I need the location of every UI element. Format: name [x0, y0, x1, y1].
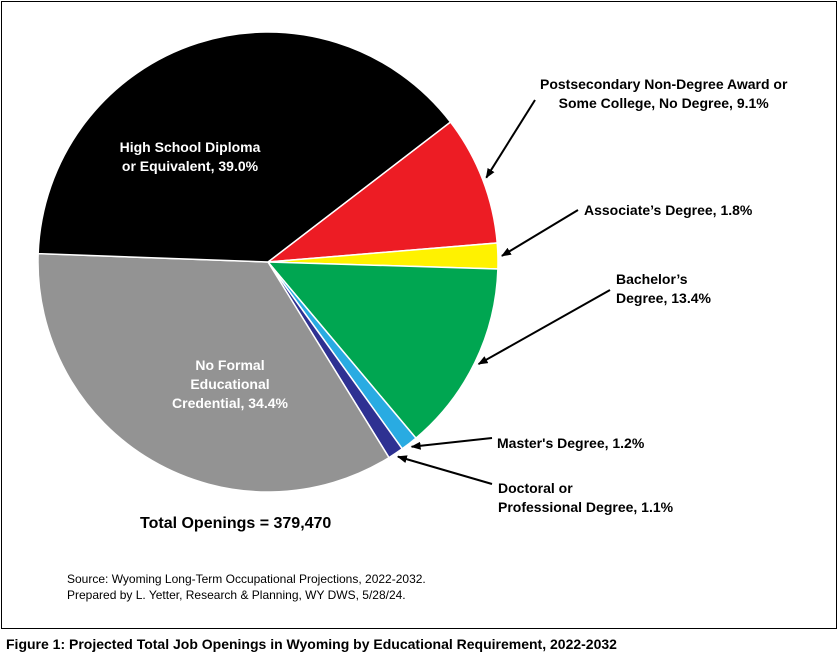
callout-arrow-masters	[410, 437, 493, 450]
label-associates: Associate’s Degree, 1.8%	[584, 202, 753, 218]
figure-frame	[1, 1, 837, 629]
callout-arrow-doctoral	[396, 455, 493, 485]
total-openings: Total Openings = 379,470	[140, 515, 332, 532]
callout-arrow-associates	[501, 209, 579, 257]
label-bachelors: Bachelor’s Degree, 13.4%	[616, 271, 711, 306]
figure-caption: Figure 1: Projected Total Job Openings i…	[6, 636, 617, 652]
label-postsecondary: Postsecondary Non-Degree Award or Some C…	[540, 76, 788, 111]
source-line-2: Prepared by L. Yetter, Research & Planni…	[67, 588, 406, 602]
label-doctoral: Doctoral or Professional Degree, 1.1%	[498, 480, 674, 515]
callout-arrow-bachelors	[477, 289, 611, 365]
pie-chart	[37, 31, 611, 493]
source-line-1: Source: Wyoming Long-Term Occupational P…	[67, 572, 426, 586]
pie-slice-bachelors	[266, 261, 499, 440]
label-masters: Master's Degree, 1.2%	[497, 435, 645, 451]
label-no-formal: No Formal Educational Credential, 34.4%	[172, 357, 288, 411]
callout-arrow-postsecondary	[485, 99, 536, 179]
pie-slice-high-school	[37, 31, 452, 263]
pie-slice-postsecondary	[265, 120, 499, 263]
label-high-school: High School Diploma or Equivalent, 39.0%	[119, 139, 261, 174]
pie-slice-no-formal	[37, 252, 391, 493]
